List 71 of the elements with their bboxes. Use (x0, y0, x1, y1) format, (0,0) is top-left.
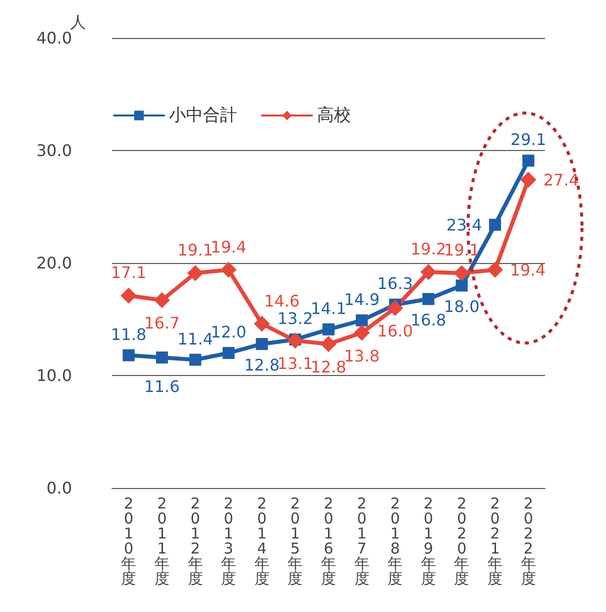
x-tick-label: 2014年度 (254, 494, 270, 588)
y-tick-label: 10.0 (36, 366, 72, 385)
x-tick-label: 2017年度 (354, 494, 370, 588)
data-label: 19.4 (210, 237, 246, 256)
x-tick-label: 2011年度 (154, 494, 170, 588)
x-tick-label: 2013年度 (221, 494, 236, 588)
x-tick-label: 2016年度 (321, 494, 336, 588)
x-tick-label: 2015年度 (288, 494, 303, 588)
point (320, 336, 336, 352)
y-tick-label: 40.0 (36, 28, 72, 48)
data-label: 29.1 (510, 130, 546, 150)
data-label: 14.1 (310, 298, 346, 318)
data-label: 12.8 (244, 356, 280, 374)
x-tick-label: 2012年度 (188, 494, 203, 588)
point (356, 314, 368, 326)
data-label: 23.4 (446, 215, 482, 234)
point (520, 172, 536, 188)
x-tick-label: 2018年度 (388, 494, 403, 588)
point (454, 265, 470, 282)
data-label: 14.9 (344, 290, 380, 309)
point (354, 324, 370, 341)
data-label: 13.8 (344, 346, 380, 366)
y-tick-label: 20.0 (36, 254, 72, 272)
data-label: 11.8 (110, 324, 146, 344)
y-tick-label: 0.0 (46, 478, 72, 498)
data-label: 16.3 (377, 274, 413, 294)
x-tick-label: 2021年度 (488, 494, 503, 588)
point (420, 264, 436, 280)
data-label: 17.1 (110, 263, 146, 282)
data-label: 12.8 (310, 358, 346, 376)
point (220, 262, 237, 278)
point (189, 354, 202, 366)
point (154, 292, 170, 308)
point (254, 316, 270, 332)
x-tick-label: 2010年度 (121, 494, 136, 588)
data-label: 19.2 (410, 240, 446, 258)
point (120, 288, 137, 304)
point (122, 349, 135, 362)
data-label: 14.6 (264, 291, 300, 310)
point (156, 352, 168, 364)
y-axis-title: 人 (70, 12, 86, 32)
point (187, 265, 204, 282)
point (456, 280, 468, 292)
data-label: 13.1 (277, 354, 314, 374)
data-label: 18.0 (444, 297, 480, 316)
x-tick-label: 2019年度 (420, 494, 436, 588)
data-label: 19.1 (177, 240, 214, 260)
y-tick-label: 30.0 (36, 141, 72, 160)
point (222, 347, 235, 359)
point (422, 293, 434, 305)
data-label: 27.4 (543, 170, 579, 190)
legend-label: 小中合計 (169, 106, 237, 126)
data-label: 16.0 (377, 322, 413, 340)
point (487, 262, 504, 278)
data-label: 19.1 (444, 240, 480, 260)
point (256, 338, 268, 350)
data-label: 16.7 (144, 314, 180, 333)
x-tick-label: 2020年度 (454, 494, 470, 588)
data-label: 11.6 (144, 377, 180, 396)
data-label: 11.4 (177, 329, 214, 348)
data-label: 13.2 (277, 309, 314, 328)
point (489, 218, 502, 231)
legend-label: 高校 (317, 106, 351, 126)
point (287, 332, 304, 349)
data-label: 12.0 (210, 322, 246, 342)
data-label: 16.8 (410, 310, 446, 330)
data-label: 19.4 (510, 260, 546, 280)
point (387, 300, 404, 316)
point (322, 323, 334, 336)
point (522, 154, 534, 167)
x-tick-label: 2022年度 (520, 494, 536, 588)
